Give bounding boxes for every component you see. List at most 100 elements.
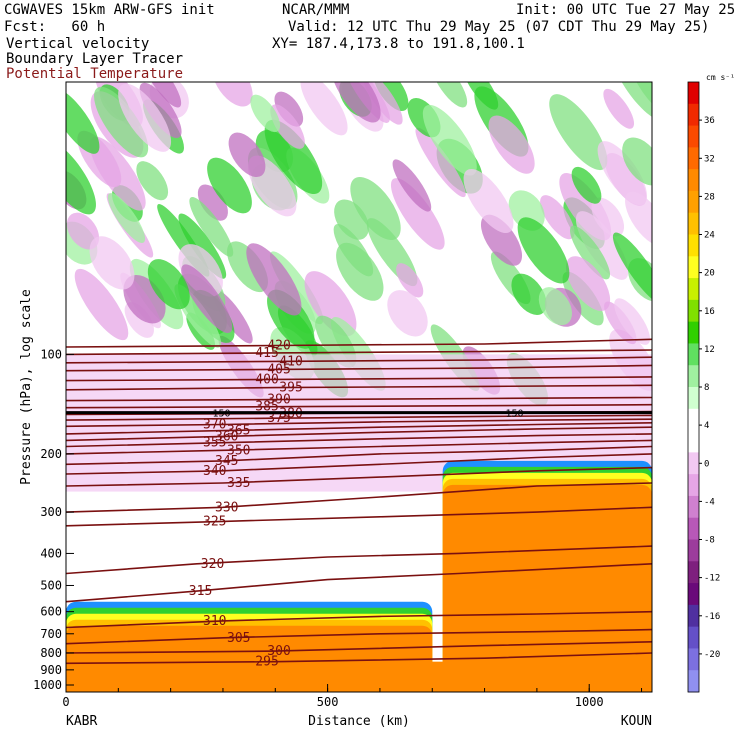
- colorbar-swatch: [688, 212, 699, 235]
- colorbar-swatch: [688, 517, 699, 540]
- wave-cell: [66, 88, 100, 154]
- theta-contour-label: 375: [267, 411, 290, 426]
- theta-contour-line: [66, 403, 652, 409]
- wave-cell: [362, 82, 403, 125]
- colorbar-label: 16: [704, 307, 715, 317]
- wave-cell: [575, 211, 629, 280]
- theta-contour-label: 305: [227, 631, 250, 646]
- header-fcst: Fcst: 60 h: [4, 19, 106, 35]
- y-tick-label: 500: [40, 578, 62, 592]
- theta-contour-line: [66, 426, 652, 442]
- colorbar-swatch: [688, 321, 699, 344]
- boundary-layer: [66, 661, 652, 692]
- theta-contour-line: [66, 652, 652, 665]
- colorbar-swatch: [688, 103, 699, 127]
- colorbar-swatch: [688, 408, 699, 432]
- theta-contour-line: [66, 563, 652, 603]
- wave-cell: [387, 290, 428, 337]
- theta-contour-label: 345: [215, 454, 238, 469]
- wave-cell: [334, 199, 369, 240]
- theta-contour-line: [66, 433, 652, 448]
- colorbar-label: 0: [704, 459, 709, 469]
- theta-contour-label: 355: [203, 436, 226, 451]
- wave-cell: [611, 82, 652, 121]
- theta-contour-line: [66, 349, 652, 356]
- wave-cell: [612, 232, 652, 306]
- tropopause-label: 150: [506, 409, 524, 420]
- colorbar-swatch: [688, 234, 699, 257]
- y-tick-label: 700: [40, 627, 62, 641]
- theta-contour-line: [66, 364, 652, 372]
- wave-cell: [246, 243, 302, 316]
- theta-contour-label: 385: [255, 400, 278, 415]
- colorbar-swatch: [688, 430, 699, 453]
- wave-cell: [415, 127, 466, 198]
- y-tick-label: 400: [40, 546, 62, 560]
- y-tick-label: 900: [40, 663, 62, 677]
- wave-cell: [74, 268, 129, 341]
- wave-cell: [538, 287, 573, 326]
- colorbar-swatch: [688, 561, 699, 584]
- tracer-region: [442, 484, 652, 692]
- colorbar-swatch: [688, 452, 699, 475]
- wave-cell: [540, 195, 575, 240]
- wave-cell: [66, 212, 100, 250]
- wave-cell: [390, 178, 445, 250]
- colorbar-swatch: [688, 626, 699, 649]
- theta-contour-label: 315: [189, 584, 212, 599]
- theta-contour-line: [66, 376, 652, 382]
- wave-cell: [331, 82, 381, 123]
- theta-contour-line: [66, 338, 652, 348]
- colorbar-swatch: [688, 604, 699, 628]
- y-tick-label: 600: [40, 605, 62, 619]
- x-tick-label: 1000: [575, 695, 604, 709]
- wave-cell: [197, 184, 228, 221]
- colorbar-swatch: [688, 256, 699, 279]
- wave-cell: [422, 104, 477, 176]
- header-init: Init: 00 UTC Tue 27 May 25: [516, 2, 736, 18]
- wave-cell: [300, 82, 348, 136]
- wave-cell: [136, 161, 169, 201]
- plot-border: [65, 81, 653, 693]
- plot-frame: [65, 81, 653, 693]
- colorbar-label: 28: [704, 192, 715, 202]
- theta-contours: 2953003053103153203253303353403453503553…: [66, 339, 652, 670]
- y-tick-label: 800: [40, 646, 62, 660]
- theta-contour-label: 310: [203, 614, 226, 629]
- vertical-velocity-shading: [66, 82, 652, 692]
- colorbar-label: -16: [704, 612, 720, 622]
- wave-cell: [139, 82, 182, 139]
- theta-contour-line: [66, 445, 652, 466]
- theta-contour-line: [66, 356, 652, 364]
- theta-contour-line: [66, 414, 652, 421]
- wave-cell: [250, 94, 281, 133]
- colorbar-label: -20: [704, 650, 720, 660]
- wave-cell: [462, 82, 499, 110]
- x-axis-label: Distance (km): [308, 714, 410, 729]
- wave-cell: [228, 132, 266, 178]
- header-xy: XY= 187.4,173.8 to 191.8,100.1: [272, 36, 525, 52]
- x-tick-label: 500: [317, 695, 339, 709]
- theta-contour-label: 370: [203, 418, 226, 433]
- header-model: CGWAVES 15km ARW-GFS init: [4, 2, 215, 18]
- theta-contour-label: 410: [279, 354, 302, 369]
- x-tick-label: 0: [62, 695, 69, 709]
- wave-cell: [488, 115, 535, 174]
- wave-cell: [392, 159, 432, 212]
- wave-cell: [350, 176, 401, 241]
- theta-contour-line: [66, 396, 652, 402]
- wave-cell: [107, 193, 146, 243]
- theta-contour-line: [66, 466, 652, 487]
- colorbar-swatch: [688, 299, 699, 323]
- colorbar-label: -12: [704, 574, 720, 584]
- colorbar-swatch: [688, 474, 699, 497]
- wave-cell: [396, 263, 424, 298]
- wave-cell: [511, 273, 547, 315]
- colorbar-swatch: [688, 670, 699, 693]
- colorbar-label: 12: [704, 345, 715, 355]
- wave-cell: [463, 168, 514, 234]
- theta-contour-line: [66, 482, 652, 513]
- theta-contour-line: [66, 422, 652, 435]
- wave-cell: [181, 264, 233, 333]
